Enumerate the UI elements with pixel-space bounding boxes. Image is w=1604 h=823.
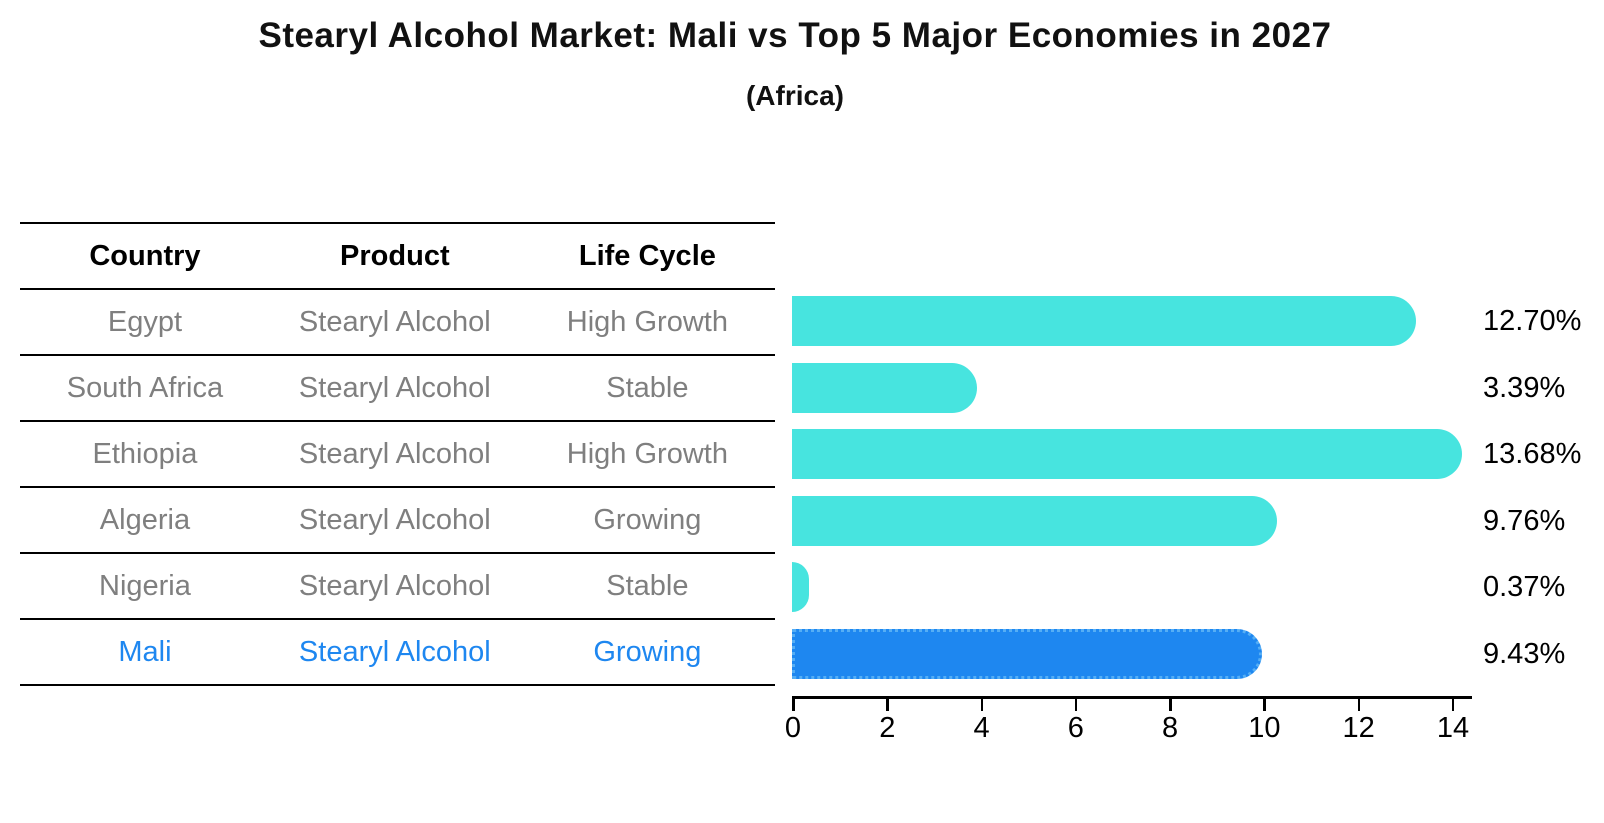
cell-product: Stearyl Alcohol <box>298 371 491 404</box>
x-tick-label-8: 8 <box>1162 712 1179 744</box>
cell-product: Stearyl Alcohol <box>298 305 491 338</box>
cell-life-cycle: High Growth <box>566 437 728 470</box>
x-tick-mark-10 <box>1263 699 1266 711</box>
cell-country: Ethiopia <box>92 437 198 470</box>
chart-title: Stearyl Alcohol Market: Mali vs Top 5 Ma… <box>258 16 1332 55</box>
bar-south-africa <box>792 363 977 413</box>
value-label-mali: 9.43% <box>1483 638 1566 670</box>
cell-product: Stearyl Alcohol <box>298 635 491 668</box>
cell-life-cycle: Stable <box>606 569 689 602</box>
x-tick-label-6: 6 <box>1067 712 1084 744</box>
cell-product: Stearyl Alcohol <box>298 503 491 536</box>
table-row: Egypt Stearyl Alcohol High Growth <box>20 290 775 356</box>
table-row: Algeria Stearyl Alcohol Growing <box>20 488 775 554</box>
table-header-life-cycle: Life Cycle <box>578 239 716 272</box>
cell-country: South Africa <box>66 371 224 404</box>
x-tick-label-14: 14 <box>1436 712 1470 744</box>
table-row: Nigeria Stearyl Alcohol Stable <box>20 554 775 620</box>
bar-algeria <box>792 496 1277 546</box>
x-tick-label-4: 4 <box>973 712 990 744</box>
x-tick-mark-2 <box>886 699 889 711</box>
cell-life-cycle: Growing <box>593 635 702 668</box>
x-tick-label-10: 10 <box>1248 712 1281 744</box>
cell-life-cycle: High Growth <box>566 305 728 338</box>
table-header-row: Country Product Life Cycle <box>20 224 775 290</box>
table-row: Ethiopia Stearyl Alcohol High Growth <box>20 422 775 488</box>
bar-egypt <box>792 296 1416 346</box>
cell-country: Mali <box>118 635 172 668</box>
chart-subtitle: (Africa) <box>745 80 844 111</box>
value-label-algeria: 9.76% <box>1483 505 1566 537</box>
x-tick-label-12: 12 <box>1342 712 1375 744</box>
x-tick-mark-4 <box>980 699 984 711</box>
table-header-product: Product <box>340 239 450 272</box>
cell-product: Stearyl Alcohol <box>298 569 491 602</box>
bar-nigeria <box>792 562 809 612</box>
bar-mali <box>792 629 1262 679</box>
bar-ethiopia <box>792 429 1462 479</box>
x-tick-mark-8 <box>1169 699 1172 711</box>
x-axis-line <box>792 696 1472 699</box>
cell-country: Algeria <box>99 503 191 536</box>
country-table: Country Product Life Cycle Egypt Stearyl… <box>20 222 775 686</box>
x-tick-mark-12 <box>1357 699 1361 711</box>
value-label-egypt: 12.70% <box>1483 305 1582 337</box>
cell-life-cycle: Growing <box>593 503 702 536</box>
value-label-south-africa: 3.39% <box>1483 372 1566 404</box>
value-label-ethiopia: 13.68% <box>1483 438 1582 470</box>
x-tick-mark-6 <box>1074 699 1078 711</box>
cell-life-cycle: Stable <box>606 371 689 404</box>
x-tick-mark-0 <box>792 699 795 711</box>
x-tick-label-2: 2 <box>879 712 896 744</box>
x-tick-label-0: 0 <box>784 712 802 744</box>
table-header-country: Country <box>89 239 201 272</box>
table-row: South Africa Stearyl Alcohol Stable <box>20 356 775 422</box>
cell-country: Egypt <box>107 305 183 338</box>
x-tick-mark-14 <box>1451 699 1455 711</box>
value-label-nigeria: 0.37% <box>1483 571 1566 603</box>
cell-product: Stearyl Alcohol <box>298 437 491 470</box>
cell-country: Nigeria <box>99 569 191 602</box>
table-row: Mali Stearyl Alcohol Growing <box>20 620 775 686</box>
table-body: Egypt Stearyl Alcohol High Growth South … <box>20 290 775 686</box>
